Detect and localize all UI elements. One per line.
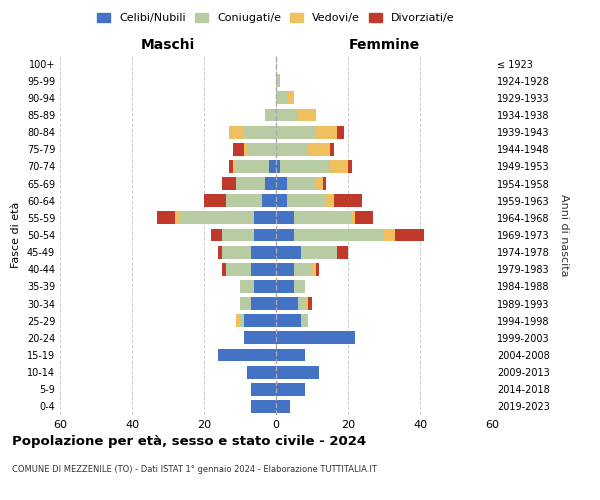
Bar — [276, 194, 287, 207]
Bar — [222, 263, 226, 276]
Bar — [323, 177, 326, 190]
Bar — [294, 212, 352, 224]
Bar — [352, 212, 355, 224]
Bar — [305, 297, 308, 310]
Bar — [330, 143, 334, 156]
Y-axis label: Fasce di età: Fasce di età — [11, 202, 21, 268]
Bar — [218, 348, 276, 362]
Bar — [244, 314, 276, 327]
Bar — [236, 177, 265, 190]
Bar — [384, 228, 395, 241]
Bar — [337, 246, 348, 258]
Bar — [247, 366, 276, 378]
Bar — [157, 212, 175, 224]
Bar — [276, 212, 294, 224]
Bar — [276, 246, 301, 258]
Bar — [265, 177, 276, 190]
Bar — [211, 228, 222, 241]
Bar — [276, 74, 280, 87]
Bar — [337, 126, 344, 138]
Bar — [233, 143, 244, 156]
Bar — [287, 194, 326, 207]
Bar — [251, 246, 276, 258]
Bar — [226, 194, 262, 207]
Bar — [269, 160, 276, 173]
Bar — [251, 263, 276, 276]
Bar — [308, 143, 330, 156]
Bar — [294, 263, 312, 276]
Bar — [240, 297, 251, 310]
Text: Femmine: Femmine — [349, 38, 419, 52]
Bar — [254, 228, 276, 241]
Bar — [229, 126, 244, 138]
Text: COMUNE DI MEZZENILE (TO) - Dati ISTAT 1° gennaio 2024 - Elaborazione TUTTITALIA.: COMUNE DI MEZZENILE (TO) - Dati ISTAT 1°… — [12, 465, 377, 474]
Legend: Celibi/Nubili, Coniugati/e, Vedovi/e, Divorziati/e: Celibi/Nubili, Coniugati/e, Vedovi/e, Di… — [93, 8, 459, 28]
Bar — [175, 212, 179, 224]
Bar — [226, 263, 251, 276]
Bar — [280, 160, 330, 173]
Bar — [276, 126, 316, 138]
Bar — [179, 212, 254, 224]
Bar — [276, 400, 290, 413]
Text: Popolazione per età, sesso e stato civile - 2024: Popolazione per età, sesso e stato civil… — [12, 435, 366, 448]
Bar — [334, 194, 362, 207]
Bar — [222, 177, 236, 190]
Y-axis label: Anni di nascita: Anni di nascita — [559, 194, 569, 276]
Bar — [276, 348, 305, 362]
Bar — [236, 314, 240, 327]
Bar — [287, 92, 294, 104]
Bar — [276, 177, 287, 190]
Bar — [265, 108, 276, 122]
Bar — [276, 143, 308, 156]
Bar — [218, 246, 222, 258]
Bar — [236, 160, 269, 173]
Bar — [276, 280, 294, 293]
Bar — [355, 212, 373, 224]
Bar — [222, 228, 254, 241]
Bar — [294, 228, 384, 241]
Bar — [316, 263, 319, 276]
Bar — [276, 108, 298, 122]
Bar — [301, 246, 337, 258]
Bar — [298, 297, 305, 310]
Bar — [395, 228, 424, 241]
Bar — [312, 263, 316, 276]
Bar — [251, 400, 276, 413]
Bar — [316, 126, 337, 138]
Bar — [247, 143, 276, 156]
Bar — [316, 177, 323, 190]
Bar — [222, 246, 251, 258]
Bar — [240, 280, 254, 293]
Bar — [276, 314, 301, 327]
Bar — [276, 383, 305, 396]
Bar — [298, 108, 316, 122]
Bar — [254, 212, 276, 224]
Bar — [276, 228, 294, 241]
Bar — [254, 280, 276, 293]
Bar — [229, 160, 233, 173]
Bar — [244, 126, 276, 138]
Bar — [276, 92, 287, 104]
Bar — [276, 297, 298, 310]
Bar — [233, 160, 236, 173]
Bar — [294, 280, 305, 293]
Bar — [276, 332, 355, 344]
Bar — [330, 160, 348, 173]
Bar — [287, 177, 316, 190]
Bar — [301, 314, 308, 327]
Bar — [262, 194, 276, 207]
Bar — [244, 143, 247, 156]
Bar — [326, 194, 334, 207]
Bar — [204, 194, 226, 207]
Bar — [348, 160, 352, 173]
Bar — [240, 314, 244, 327]
Text: Maschi: Maschi — [141, 38, 195, 52]
Bar — [308, 297, 312, 310]
Bar — [276, 263, 294, 276]
Bar — [251, 297, 276, 310]
Bar — [276, 366, 319, 378]
Bar — [244, 332, 276, 344]
Bar — [251, 383, 276, 396]
Bar — [276, 160, 280, 173]
